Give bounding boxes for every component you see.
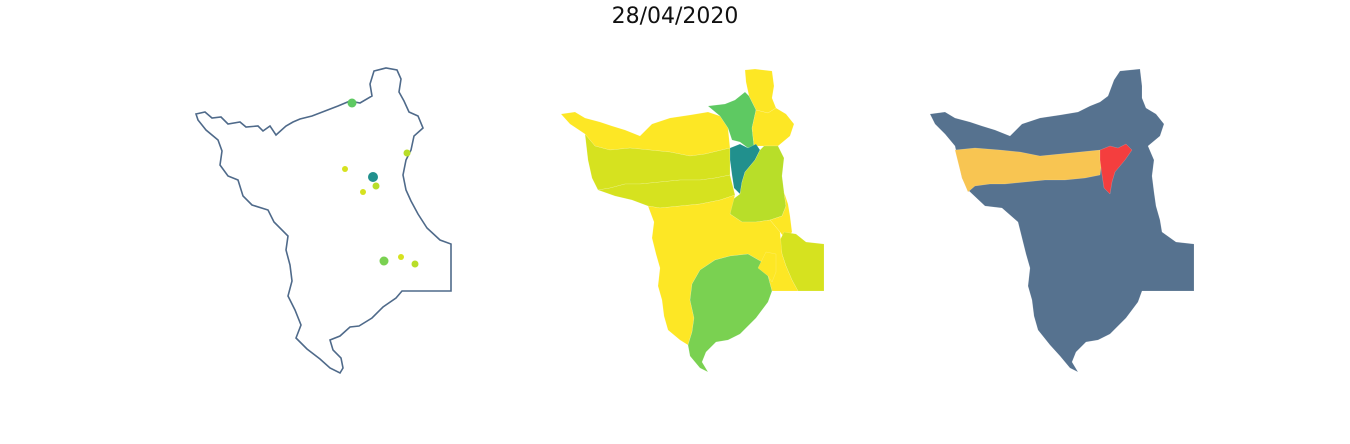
region-south-green xyxy=(687,253,773,373)
region-orange xyxy=(954,147,1103,193)
data-point xyxy=(368,172,378,182)
data-point xyxy=(342,166,348,172)
region-main-slate xyxy=(929,68,1195,373)
data-point xyxy=(379,256,389,266)
region-red xyxy=(1099,143,1133,195)
region-west-band xyxy=(597,174,736,209)
data-point xyxy=(398,254,404,260)
region-north-east xyxy=(751,107,795,147)
data-point xyxy=(411,260,419,268)
data-point xyxy=(347,98,357,108)
map-date-title: 28/04/2020 xyxy=(611,4,739,29)
state-outline xyxy=(194,67,452,375)
region-south-strip xyxy=(757,251,777,283)
data-point xyxy=(403,149,411,157)
data-point xyxy=(360,189,366,195)
data-point xyxy=(372,182,380,190)
